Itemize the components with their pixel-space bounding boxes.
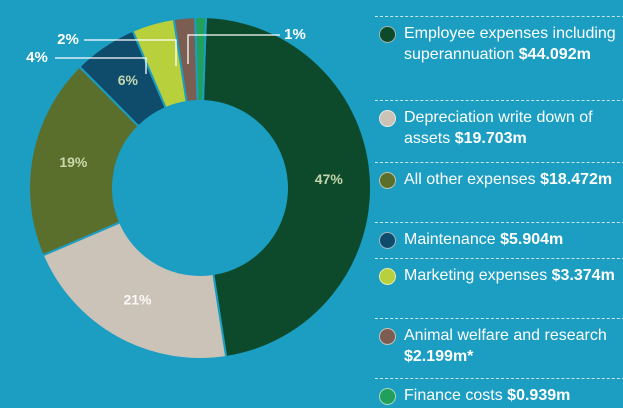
legend-swatch — [379, 232, 396, 249]
legend-text: Animal welfare and research $2.199m* — [404, 325, 619, 367]
legend-swatch — [379, 110, 396, 127]
legend-amount: $18.472m — [540, 171, 613, 188]
slice-label: 21% — [123, 292, 152, 308]
slice-label: 6% — [118, 72, 139, 88]
legend-item: Employee expenses including superannuati… — [375, 16, 623, 65]
legend-label: Animal welfare and research — [404, 327, 607, 344]
legend-item: Finance costs $0.939m — [375, 378, 623, 406]
legend-text: Finance costs $0.939m — [404, 385, 619, 406]
donut-slice — [194, 16, 208, 103]
legend-amount: $19.703m — [454, 130, 527, 147]
legend-text: Maintenance $5.904m — [404, 229, 619, 250]
leader-line — [55, 57, 147, 74]
legend-amount: $0.939m — [507, 387, 571, 404]
chart: 47% 21% 19% 6% 4% 2% 1% — [26, 16, 372, 360]
legend-item: Maintenance $5.904m — [375, 222, 623, 250]
legend-text: Employee expenses including superannuati… — [404, 23, 619, 65]
legend-swatch — [379, 26, 396, 43]
slice-label: 4% — [26, 49, 48, 66]
legend-swatch — [379, 328, 396, 345]
leader-line — [84, 39, 177, 66]
legend: Employee expenses including superannuati… — [375, 0, 623, 408]
legend-swatch — [379, 388, 396, 405]
legend-amount: $44.092m — [518, 46, 591, 63]
legend-label: Finance costs — [404, 387, 503, 404]
slice-label: 2% — [57, 31, 79, 48]
legend-label: Marketing expenses — [404, 267, 548, 284]
legend-item: Marketing expenses $3.374m — [375, 258, 623, 286]
legend-label: Maintenance — [404, 231, 496, 248]
donut-slice — [28, 65, 141, 257]
legend-text: Depreciation write down of assets $19.70… — [404, 107, 619, 149]
slice-label: 47% — [315, 171, 344, 187]
legend-label: All other expenses — [404, 171, 536, 188]
slice-label: 19% — [59, 154, 88, 170]
legend-swatch — [379, 268, 396, 285]
legend-label: Employee expenses including superannuati… — [404, 25, 616, 63]
legend-label: Depreciation write down of assets — [404, 109, 593, 147]
legend-swatch — [379, 172, 396, 189]
legend-item: Animal welfare and research $2.199m* — [375, 318, 623, 367]
legend-amount: $5.904m — [500, 231, 564, 248]
legend-item: All other expenses $18.472m — [375, 162, 623, 190]
legend-text: All other expenses $18.472m — [404, 169, 619, 190]
slice-label: 1% — [284, 26, 306, 43]
legend-amount: $2.199m* — [404, 348, 474, 365]
legend-item: Depreciation write down of assets $19.70… — [375, 100, 623, 149]
legend-amount: $3.374m — [551, 267, 615, 284]
donut-slice — [41, 220, 228, 360]
leader-line — [187, 34, 280, 64]
donut-slice — [202, 16, 372, 359]
legend-text: Marketing expenses $3.374m — [404, 265, 619, 286]
